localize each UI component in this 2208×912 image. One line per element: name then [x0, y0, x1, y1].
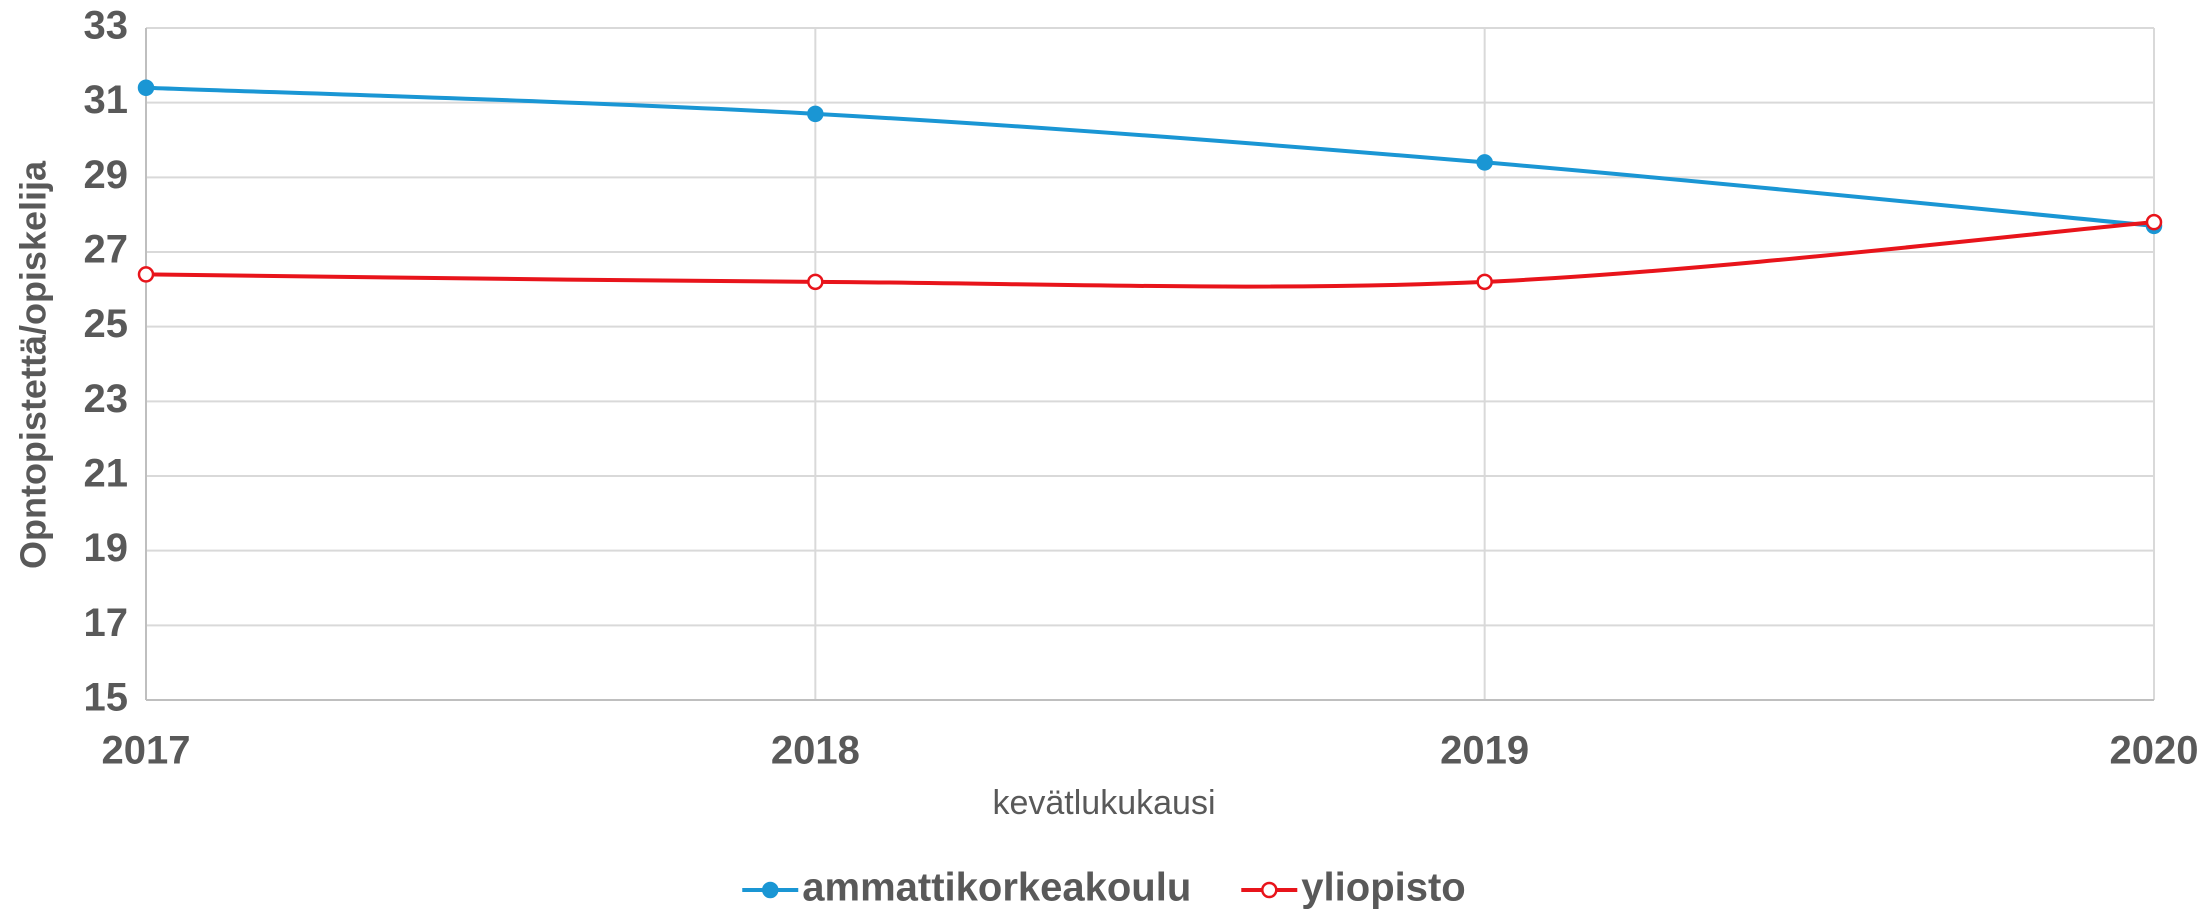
- legend-label: ammattikorkeakoulu: [802, 866, 1191, 910]
- y-tick-label: 23: [84, 377, 129, 421]
- series-line: [145, 85, 2155, 228]
- legend-marker: [762, 881, 779, 899]
- x-tick-label: 2018: [771, 729, 860, 773]
- y-tick-label: 21: [84, 452, 129, 496]
- data-point: [137, 266, 155, 283]
- y-axis-title: Opntopistettä/opiskelija: [13, 160, 54, 569]
- data-point: [137, 79, 155, 96]
- legend: ammattikorkeakoulu yliopisto: [742, 866, 1466, 910]
- y-tick-label: 15: [84, 676, 129, 720]
- y-tick-label: 27: [84, 228, 129, 272]
- y-tick-label: 25: [84, 302, 129, 346]
- data-point: [1476, 273, 1493, 291]
- data-point: [807, 105, 824, 123]
- legend-entry: yliopisto: [1241, 866, 1466, 910]
- y-tick-label: 29: [84, 153, 129, 197]
- y-tick-label: 17: [84, 601, 129, 645]
- data-point: [1476, 154, 1493, 171]
- x-tick-label: 2019: [1440, 729, 1529, 773]
- data-point: [2145, 213, 2163, 231]
- legend-entry: ammattikorkeakoulu: [742, 866, 1191, 910]
- data-point: [807, 273, 824, 291]
- x-tick-label: 2017: [102, 729, 191, 773]
- legend-marker: [1261, 881, 1278, 899]
- series-line: [145, 220, 2155, 289]
- y-tick-label: 33: [84, 4, 129, 48]
- x-tick-label: 2020: [2110, 729, 2199, 773]
- y-tick-label: 31: [84, 78, 129, 122]
- y-tick-label: 19: [84, 526, 129, 570]
- legend-label: yliopisto: [1301, 866, 1465, 910]
- x-axis-title: kevätlukukausi: [992, 784, 1215, 822]
